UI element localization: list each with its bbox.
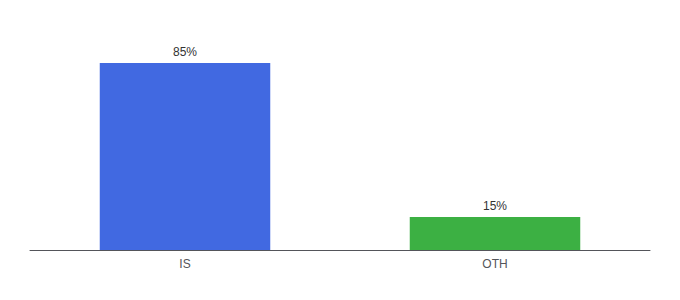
svg-text:15%: 15%: [483, 199, 507, 213]
svg-text:85%: 85%: [173, 45, 197, 59]
svg-text:IS: IS: [179, 257, 190, 271]
svg-text:OTH: OTH: [482, 257, 507, 271]
